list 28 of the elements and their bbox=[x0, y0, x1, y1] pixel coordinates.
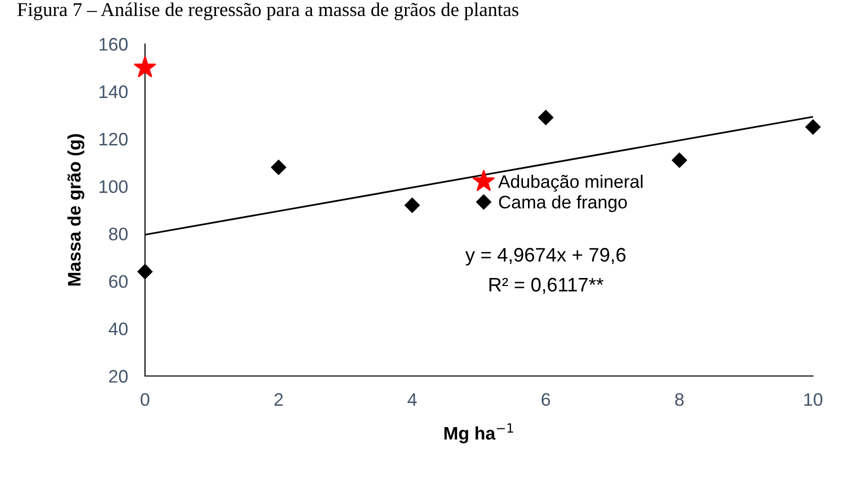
x-axis-title: Mg ha$^{−1}$ bbox=[444, 423, 514, 444]
x-tick-label: 2 bbox=[274, 393, 283, 406]
y-tick-label: 60 bbox=[109, 275, 128, 288]
legend-label: Cama de frango bbox=[499, 195, 627, 212]
y-tick-label: 80 bbox=[109, 228, 128, 240]
y-tick-label: 140 bbox=[100, 85, 128, 98]
point bbox=[134, 56, 156, 78]
point bbox=[672, 152, 687, 168]
point bbox=[137, 264, 153, 280]
legend-label: Adubação mineral bbox=[498, 174, 642, 192]
chart-title: Figura 7 – Análise de regressão para a massa de grãos de plantas bbox=[17, 2, 518, 20]
y-tick-label: 40 bbox=[108, 322, 128, 336]
y-tick-label: 100 bbox=[100, 180, 128, 194]
y-tick-label: 160 bbox=[100, 38, 128, 51]
point bbox=[404, 198, 420, 213]
y-tick-label: 120 bbox=[100, 132, 128, 146]
y-tick-label: 20 bbox=[109, 370, 128, 383]
x-tick-label: 0 bbox=[140, 393, 150, 406]
x-tick-label: 8 bbox=[675, 393, 684, 406]
annotation: R² = 0,6117** bbox=[489, 278, 604, 294]
y-axis-title: Massa de grão (g) bbox=[67, 134, 84, 286]
point bbox=[538, 110, 554, 126]
x-tick-label: 10 bbox=[804, 393, 822, 406]
annotation: y = 4,9674x + 79,6 bbox=[465, 248, 626, 266]
x-tick-label: 6 bbox=[542, 393, 550, 406]
point bbox=[805, 119, 821, 135]
x-tick-label: 4 bbox=[408, 393, 417, 406]
point bbox=[271, 160, 286, 175]
